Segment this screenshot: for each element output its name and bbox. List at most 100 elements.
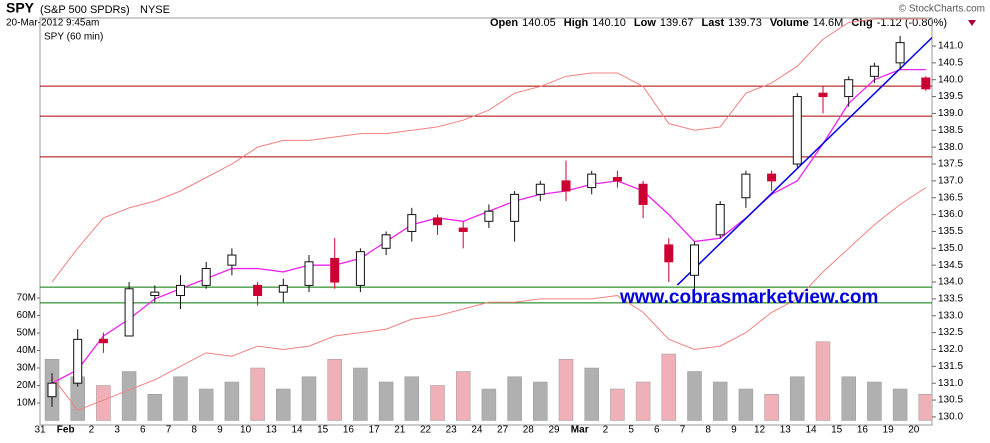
candle-body [741,173,751,199]
volume-bar [764,394,779,421]
x-tick-label: 23 [446,425,458,436]
candle-body [561,180,571,192]
volume-bar [224,381,240,421]
y-tick-label: 133.5 [938,294,963,305]
stat-value: 14.6M [813,17,844,29]
symbol: SPY [6,0,35,16]
x-tick-label: 9 [217,425,223,436]
stat-value: 139.67 [660,17,694,29]
volume-bar [96,385,111,421]
candle-body [433,217,442,226]
x-tick-label: 10 [240,425,252,436]
y-tick-label: 136.0 [938,209,963,220]
candle-body [47,382,57,398]
volume-bar [841,376,856,421]
x-tick-label: 13 [780,425,792,436]
volume-bar [558,359,574,421]
candle-body [612,176,622,182]
stat-label: Low [634,17,656,29]
y2-tick-label: 30M [17,363,36,374]
volume-bar [790,376,805,421]
candle-body [638,183,648,205]
candle-body [304,261,314,286]
stat-label: Volume [770,17,809,29]
y-tick-label: 141.0 [938,41,963,52]
candle-body [664,244,674,263]
y-tick-label: 140.5 [938,57,963,68]
y-tick-label: 140.0 [938,74,963,85]
volume-bar [404,376,420,421]
volume-bar [738,388,754,421]
x-tick-label: Mar [571,425,589,436]
x-tick-label: Feb [57,425,75,436]
x-tick-label: 7 [166,425,172,436]
x-tick-label: 16 [343,425,355,436]
x-tick-label: 17 [369,425,381,436]
volume-bar [815,341,831,421]
volume-bar [867,381,882,421]
candle-body [458,227,468,232]
stat-value: 139.73 [728,17,762,29]
candle-body [818,92,828,98]
candle-body [407,214,417,232]
candle-body [535,183,545,195]
y2-tick-label: 20M [17,380,36,391]
y-tick-label: 139.5 [938,91,963,102]
y-tick-label: 132.5 [938,327,963,338]
exchange: NYSE [140,4,170,16]
volume-bar [173,376,188,421]
candle-body [176,284,185,297]
x-tick-label: 8 [705,425,711,436]
candle-body [227,254,237,266]
overlay-line [51,187,927,411]
y-tick-label: 136.5 [938,192,963,203]
y2-tick-label: 60M [17,310,36,321]
candle-body [895,42,905,64]
volume-bar [918,394,932,421]
volume-bar [892,388,908,421]
volume-bar [378,381,394,421]
legend: SPY (60 min) [44,32,103,43]
volume-bar [276,388,291,421]
y-tick-label: 138.0 [938,142,963,153]
x-tick-label: 2 [603,425,609,436]
x-tick-label: 21 [394,425,406,436]
y2-tick-label: 10M [17,398,36,409]
x-tick-label: 31 [34,425,46,436]
x-tick-label: 29 [548,425,560,436]
y-tick-label: 134.0 [938,277,963,288]
y-tick-label: 137.0 [938,176,963,187]
y-tick-label: 132.0 [938,344,963,355]
y-tick-label: 134.5 [938,260,963,271]
y-tick-label: 131.5 [938,361,963,372]
candle-body [587,173,597,189]
stat-label: High [564,17,589,29]
volume-bar [481,388,497,421]
stat-value: -1.12 (-0.80%) [877,17,947,29]
plot [40,18,932,421]
x-tick-label: 15 [317,425,329,436]
x-tick-label: 2 [89,425,95,436]
x-tick-label: 16 [857,425,869,436]
plot-frame [39,17,933,426]
y-tick-label: 139.0 [938,108,963,119]
x-tick-label: 7 [680,425,686,436]
y-tick-label: 133.0 [938,310,963,321]
date: 20-Mar-2012 9:45am [6,18,99,29]
volume-bar [687,371,702,421]
x-tick-label: 24 [471,425,483,436]
x-tick-label: 14 [805,425,817,436]
volume-bar [533,381,548,421]
x-tick-label: 6 [140,425,146,436]
candle-body [98,338,108,344]
volume-bar [507,376,522,421]
volume-bar [250,367,265,421]
y2-tick-label: 40M [17,345,36,356]
x-tick-label: 27 [497,425,509,436]
volume-bar [635,381,651,421]
volume-bar [147,394,163,421]
candle-body [150,291,160,297]
candle-body [124,288,134,337]
y-tick-label: 135.5 [938,226,963,237]
stat-label: Open [490,17,518,29]
